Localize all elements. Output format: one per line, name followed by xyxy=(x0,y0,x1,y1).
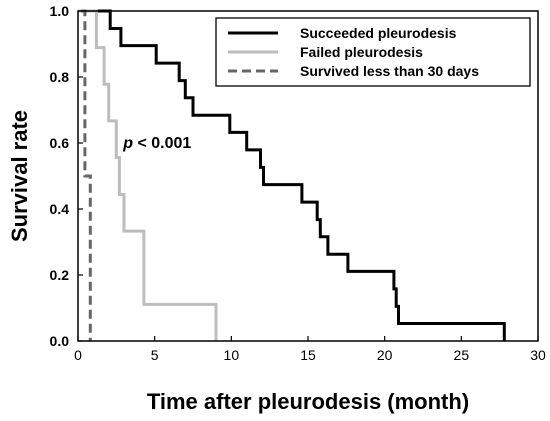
y-tick-label: 0.2 xyxy=(50,267,70,283)
series-line-succeeded-pleurodesis xyxy=(78,9,506,341)
legend-label: Failed pleurodesis xyxy=(300,44,423,60)
y-tick-label: 0.4 xyxy=(50,201,70,217)
x-tick-label: 5 xyxy=(151,347,159,363)
y-tick-label: 0.0 xyxy=(50,333,70,349)
x-axis-label: Time after pleurodesis (month) xyxy=(147,389,469,414)
plot-area-frame xyxy=(77,10,539,342)
y-tick-label: 0.8 xyxy=(50,69,70,85)
y-axis-label: Survival rate xyxy=(7,110,32,242)
p-value-text: < 0.001 xyxy=(133,135,191,152)
legend-label: Succeeded pleurodesis xyxy=(300,25,457,41)
y-tick-label: 1.0 xyxy=(50,3,70,19)
tick-layer: 0 5 10 15 20 25 30 0.0 0.2 0.4 0.6 0.8 1.0 xyxy=(50,3,546,363)
p-value-annotation: p < 0.001 xyxy=(122,135,191,152)
x-tick-label: 30 xyxy=(530,347,546,363)
x-tick-label: 15 xyxy=(300,347,316,363)
series-line-failed-pleurodesis xyxy=(78,9,218,341)
x-tick-label: 10 xyxy=(224,347,240,363)
y-tick-label: 0.6 xyxy=(50,135,70,151)
x-tick-label: 0 xyxy=(74,347,82,363)
legend-label: Survived less than 30 days xyxy=(300,63,479,79)
legend: Succeeded pleurodesis Failed pleurodesis S… xyxy=(215,17,531,87)
series-line-survived-less-than-30-days xyxy=(81,9,92,341)
p-symbol: p xyxy=(122,135,133,152)
x-tick-label: 20 xyxy=(377,347,393,363)
x-tick-label: 25 xyxy=(454,347,470,363)
